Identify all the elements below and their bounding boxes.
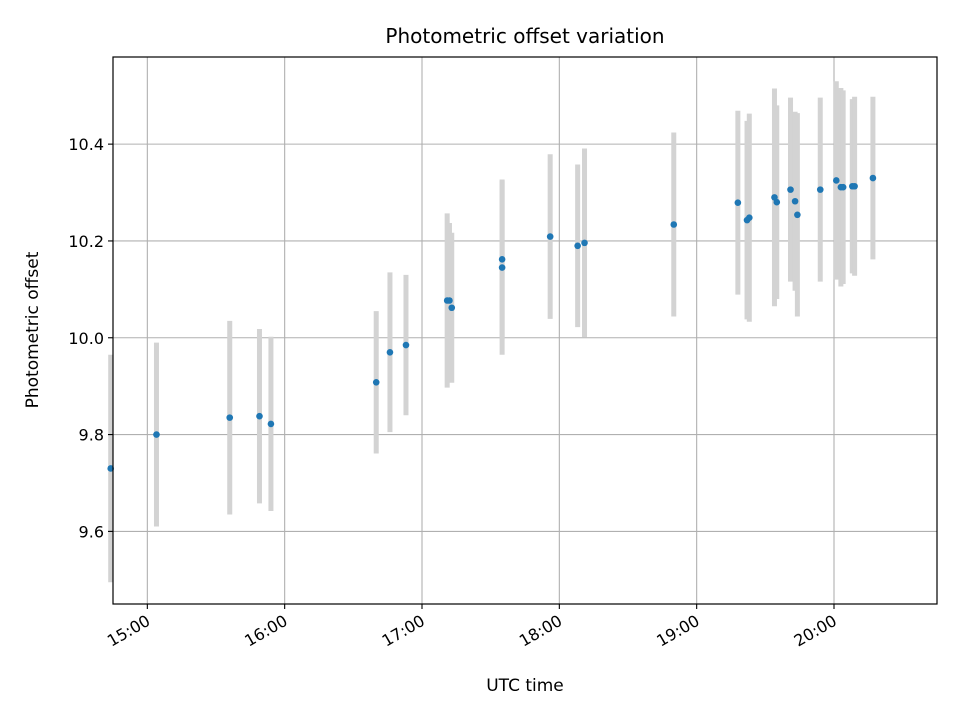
data-point	[546, 233, 554, 240]
y-tick-label: 10.0	[68, 329, 104, 348]
y-tick-label: 10.2	[68, 232, 104, 251]
data-point	[851, 182, 858, 190]
data-point	[787, 186, 794, 193]
data-point	[107, 465, 115, 472]
data-points	[107, 174, 877, 472]
data-point	[773, 198, 781, 206]
data-point	[226, 414, 234, 421]
data-point	[832, 177, 840, 184]
data-point	[574, 242, 581, 250]
data-point	[372, 378, 380, 386]
data-point	[839, 183, 847, 191]
data-point	[267, 420, 275, 428]
y-axis-ticks: 9.6 9.8 10.0 10.2 10.4	[68, 135, 113, 541]
data-point	[402, 341, 410, 349]
data-point	[448, 304, 456, 312]
chart-title: Photometric offset variation	[385, 24, 664, 48]
data-point	[446, 297, 453, 304]
y-tick-label: 10.4	[68, 135, 104, 154]
data-point	[581, 239, 588, 247]
plot-frame	[112, 56, 938, 605]
x-axis-label: UTC time	[486, 676, 564, 696]
data-point	[386, 348, 394, 356]
data-point	[734, 199, 742, 207]
data-point	[869, 174, 877, 182]
y-axis-label: Photometric offset	[23, 251, 43, 408]
data-point	[498, 264, 506, 271]
y-tick-label: 9.8	[79, 426, 104, 445]
data-point	[153, 431, 160, 438]
data-point	[816, 186, 824, 193]
data-point	[791, 197, 799, 205]
data-point	[794, 211, 801, 219]
y-tick-label: 9.6	[79, 522, 104, 541]
data-point	[256, 412, 263, 420]
data-point	[670, 221, 678, 228]
data-point	[498, 256, 506, 263]
data-point	[746, 214, 753, 222]
